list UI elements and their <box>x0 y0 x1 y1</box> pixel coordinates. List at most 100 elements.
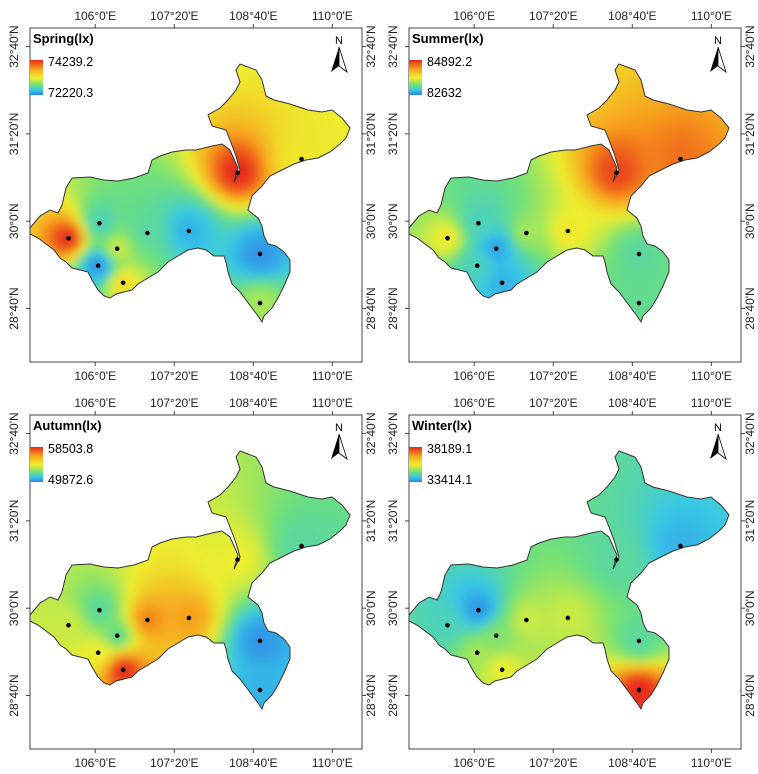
lat-tick-label-right: 30°0'N <box>364 590 378 626</box>
lat-tick-label-right: 28°40'N <box>364 287 378 329</box>
station-s9 <box>678 543 683 549</box>
station-s7 <box>565 615 571 621</box>
station-s10 <box>636 638 642 644</box>
station-s1 <box>66 235 71 241</box>
station-s5 <box>120 280 126 286</box>
lon-tick-label-top: 107°20'E <box>529 396 577 410</box>
lat-tick-label-right: 31°20'N <box>743 500 757 542</box>
station-s7 <box>186 615 192 621</box>
map-svg: 106°0'E 106°0'E 107°20'E 107°20'E 108°40'E 10… <box>386 9 757 383</box>
lat-tick-label-left: 30°0'N <box>386 203 400 239</box>
lon-tick-label-top: 108°40'E <box>229 9 277 23</box>
lat-tick-label-left: 32°40'N <box>386 25 400 67</box>
lat-tick-label-left: 32°40'N <box>386 412 400 454</box>
lat-tick-label-right: 28°40'N <box>743 287 757 329</box>
panel-title: Autumn(lx) <box>33 418 102 433</box>
station-s11 <box>636 687 642 693</box>
lat-tick-label-left: 28°40'N <box>386 287 400 329</box>
lon-tick-label-bottom: 110°0'E <box>691 369 732 383</box>
legend-color-ramp <box>409 60 422 95</box>
panel-title: Winter(lx) <box>412 418 472 433</box>
panel-summer: 106°0'E 106°0'E 107°20'E 107°20'E 108°40'E 10… <box>379 0 758 387</box>
lon-tick-label-bottom: 107°20'E <box>529 756 577 770</box>
panel-spring: 106°0'E 106°0'E 107°20'E 107°20'E 108°40'E 10… <box>0 0 379 387</box>
legend-min-value: 33414.1 <box>427 473 472 487</box>
station-s2 <box>97 220 102 226</box>
lat-tick-label-left: 30°0'N <box>7 590 21 626</box>
station-s3 <box>493 246 499 251</box>
station-s1 <box>445 622 450 628</box>
station-s6 <box>145 230 150 236</box>
lon-tick-label-top: 106°0'E <box>453 9 495 23</box>
station-s5 <box>499 280 505 286</box>
lat-tick-label-left: 32°40'N <box>7 412 21 454</box>
panel-title: Spring(lx) <box>33 31 94 46</box>
station-s8 <box>235 557 240 562</box>
lon-tick-label-bottom: 110°0'E <box>312 369 353 383</box>
station-s10 <box>257 638 263 644</box>
lon-tick-label-bottom: 108°40'E <box>608 369 656 383</box>
station-s3 <box>493 633 499 638</box>
lat-tick-label-right: 32°40'N <box>743 412 757 454</box>
lat-tick-label-left: 32°40'N <box>7 25 21 67</box>
station-s2 <box>476 607 481 613</box>
station-s3 <box>114 633 120 638</box>
legend-min-value: 49872.6 <box>48 473 93 487</box>
lat-tick-label-left: 30°0'N <box>386 590 400 626</box>
lat-tick-label-left: 31°20'N <box>7 500 21 542</box>
lat-tick-label-right: 32°40'N <box>364 412 378 454</box>
station-s5 <box>120 667 126 673</box>
lat-tick-label-right: 30°0'N <box>364 203 378 239</box>
legend-color-ramp <box>30 60 43 95</box>
map-svg: 106°0'E 106°0'E 107°20'E 107°20'E 108°40'E 10… <box>7 396 378 770</box>
lat-tick-label-right: 30°0'N <box>743 203 757 239</box>
lon-tick-label-bottom: 106°0'E <box>74 756 116 770</box>
lon-tick-label-top: 110°0'E <box>691 9 732 23</box>
lon-tick-label-bottom: 106°0'E <box>453 756 495 770</box>
lat-tick-label-left: 31°20'N <box>7 113 21 155</box>
legend-max-value: 58503.8 <box>48 442 93 456</box>
north-arrow-icon: N <box>331 35 348 74</box>
legend-color-ramp <box>409 447 422 482</box>
lon-tick-label-bottom: 108°40'E <box>229 756 277 770</box>
panel-title: Summer(lx) <box>412 31 484 46</box>
station-s8 <box>614 557 619 562</box>
station-s11 <box>257 300 263 306</box>
station-s4 <box>474 263 480 269</box>
station-s6 <box>524 230 529 236</box>
province-boundary <box>408 450 730 711</box>
svg-text:N: N <box>335 35 343 47</box>
lat-tick-label-right: 31°20'N <box>364 113 378 155</box>
station-s8 <box>614 170 619 175</box>
lon-tick-label-bottom: 110°0'E <box>312 756 353 770</box>
station-s4 <box>474 650 480 655</box>
lon-tick-label-bottom: 107°20'E <box>150 756 198 770</box>
lat-tick-label-right: 31°20'N <box>743 113 757 155</box>
lon-tick-label-bottom: 107°20'E <box>150 369 198 383</box>
station-s10 <box>257 251 263 257</box>
lat-tick-label-left: 31°20'N <box>386 113 400 155</box>
station-s10 <box>636 251 642 257</box>
legend-max-value: 84892.2 <box>427 55 472 69</box>
station-s11 <box>257 687 263 693</box>
station-s2 <box>476 220 481 226</box>
lon-tick-label-top: 110°0'E <box>691 396 732 410</box>
station-s9 <box>299 543 304 549</box>
panel-winter: 106°0'E 106°0'E 107°20'E 107°20'E 108°40'E 10… <box>379 387 758 774</box>
station-s9 <box>299 156 304 162</box>
lon-tick-label-top: 110°0'E <box>312 396 353 410</box>
station-s2 <box>97 607 102 613</box>
lat-tick-label-left: 31°20'N <box>386 500 400 542</box>
lon-tick-label-top: 110°0'E <box>312 9 353 23</box>
province-boundary <box>29 63 351 324</box>
lon-tick-label-bottom: 108°40'E <box>608 756 656 770</box>
lat-tick-label-right: 28°40'N <box>364 674 378 716</box>
lon-tick-label-top: 106°0'E <box>74 9 116 23</box>
legend-max-value: 74239.2 <box>48 55 93 69</box>
lon-tick-label-top: 106°0'E <box>74 396 116 410</box>
station-s8 <box>235 170 240 175</box>
station-s9 <box>678 156 683 162</box>
map-svg: 106°0'E 106°0'E 107°20'E 107°20'E 108°40'E 10… <box>7 9 378 383</box>
lon-tick-label-top: 108°40'E <box>608 9 656 23</box>
lon-tick-label-bottom: 106°0'E <box>453 369 495 383</box>
